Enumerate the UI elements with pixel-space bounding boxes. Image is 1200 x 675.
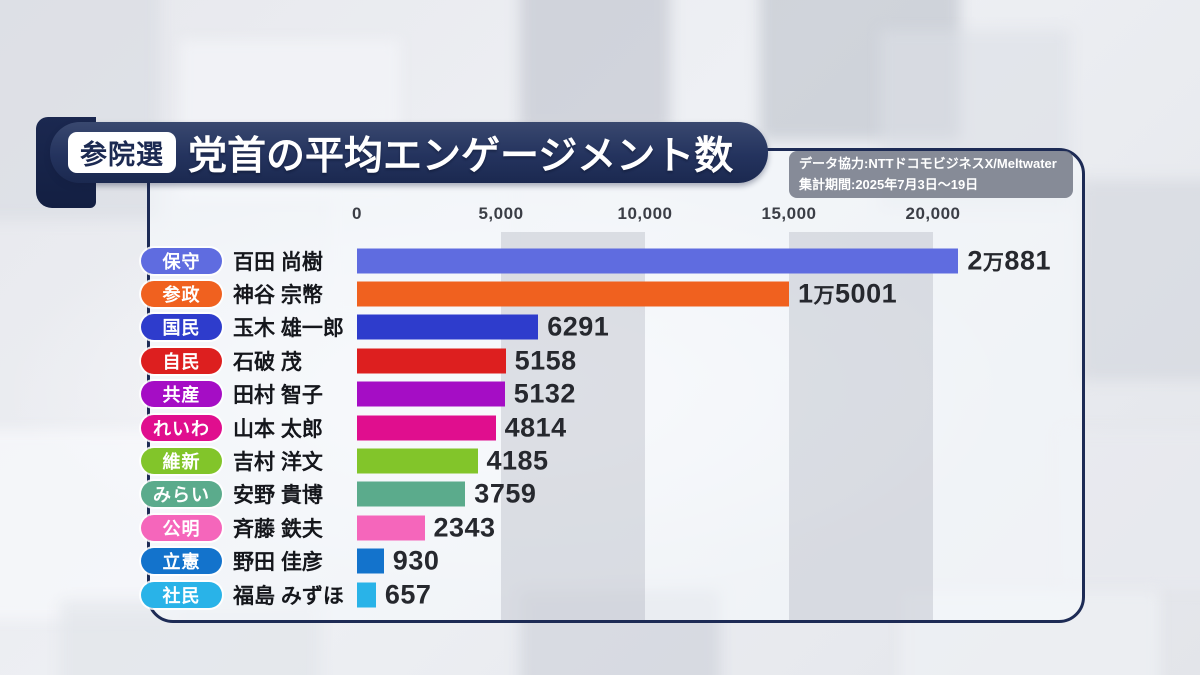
bar-track: 6291: [357, 311, 610, 342]
bar-track: 3759: [357, 478, 537, 509]
leader-name: 福島 みずほ: [233, 584, 344, 608]
bar: [357, 281, 789, 307]
table-row: 社民 福島 みずほ 657: [141, 578, 1091, 611]
bar: [357, 381, 505, 407]
axis-tick-label: 10,000: [617, 204, 673, 223]
leader-name: 玉木 雄一郎: [233, 317, 344, 341]
leader-name: 斉藤 鉄夫: [233, 517, 323, 541]
chart-panel: [147, 148, 1085, 623]
axis-tick-label: 20,000: [905, 204, 961, 223]
bar-value: 4814: [504, 412, 567, 443]
data-credit-box: データ協力:NTTドコモビジネスX/Meltwater 集計期間:2025年7月…: [789, 151, 1073, 198]
party-badge: 参政: [141, 281, 222, 308]
table-row: 自民 石破 茂 5158: [141, 344, 1091, 377]
axis-tick-label: 5,000: [478, 204, 524, 223]
leader-name: 野田 佳彦: [233, 551, 323, 575]
grid-band-15000-20000: [789, 232, 933, 620]
table-row: 共産 田村 智子 5132: [141, 378, 1091, 411]
leader-name: 石破 茂: [233, 350, 302, 374]
bar: [357, 448, 478, 474]
election-badge: 参院選: [68, 132, 176, 173]
bar-value: 5132: [513, 378, 576, 409]
bar-track: 2万881: [357, 245, 1051, 276]
bar-value: 930: [392, 545, 440, 576]
party-badge: みらい: [141, 481, 222, 508]
bar-track: 5132: [357, 378, 576, 409]
leader-name: 百田 尚樹: [233, 250, 323, 274]
bar-track: 1万5001: [357, 278, 898, 309]
bar-value: 6291: [547, 311, 610, 342]
bar-value: 2343: [433, 512, 496, 543]
party-badge: れいわ: [141, 414, 222, 441]
party-badge: 共産: [141, 381, 222, 408]
bar-value: 4185: [486, 445, 549, 476]
party-badge: 社民: [141, 581, 222, 608]
table-row: みらい 安野 貴博 3759: [141, 478, 1091, 511]
bar-value: 1万5001: [798, 278, 898, 309]
table-row: 公明 斉藤 鉄夫 2343: [141, 511, 1091, 544]
data-period-line: 集計期間:2025年7月3日〜19日: [799, 176, 979, 192]
bar-value: 5158: [514, 345, 577, 376]
leader-name: 吉村 洋文: [233, 451, 323, 475]
bar-track: 5158: [357, 345, 577, 376]
page-title: 党首の平均エンゲージメント数: [188, 134, 734, 178]
party-badge: 公明: [141, 514, 222, 541]
data-credit-line: データ協力:NTTドコモビジネスX/Meltwater: [799, 156, 1057, 172]
bar: [357, 481, 466, 507]
party-badge: 保守: [141, 247, 222, 274]
bar-track: 657: [357, 579, 432, 610]
axis-tick-label: 15,000: [761, 204, 817, 223]
bar: [357, 548, 384, 574]
axis-tick-label: 0: [352, 204, 362, 223]
table-row: 維新 吉村 洋文 4185: [141, 444, 1091, 477]
leader-name: 山本 太郎: [233, 417, 323, 441]
party-badge: 立憲: [141, 548, 222, 575]
bar: [357, 515, 425, 541]
party-badge: 維新: [141, 448, 222, 475]
table-row: れいわ 山本 太郎 4814: [141, 411, 1091, 444]
title-bar: 参院選 党首の平均エンゲージメント数: [50, 122, 768, 183]
bar: [357, 314, 539, 340]
bar-value: 3759: [474, 478, 537, 509]
bar: [357, 348, 506, 374]
party-badge: 自民: [141, 347, 222, 374]
bar: [357, 582, 376, 608]
party-badge: 国民: [141, 314, 222, 341]
table-row: 立憲 野田 佳彦 930: [141, 545, 1091, 578]
bar-value: 2万881: [967, 245, 1051, 276]
bar: [357, 248, 959, 274]
bar-track: 2343: [357, 512, 496, 543]
bar-track: 4814: [357, 412, 567, 443]
bar: [357, 415, 496, 441]
leader-name: 神谷 宗幣: [233, 284, 323, 308]
bar-value: 657: [384, 579, 432, 610]
bar-track: 930: [357, 545, 440, 576]
bar-track: 4185: [357, 445, 549, 476]
bar-chart-rows: 保守 百田 尚樹 2万881 参政 神谷 宗幣 1万5001 国民 玉木 雄一郎…: [141, 244, 1091, 611]
leader-name: 田村 智子: [233, 384, 323, 408]
table-row: 参政 神谷 宗幣 1万5001: [141, 277, 1091, 310]
table-row: 国民 玉木 雄一郎 6291: [141, 311, 1091, 344]
leader-name: 安野 貴博: [233, 484, 323, 508]
table-row: 保守 百田 尚樹 2万881: [141, 244, 1091, 277]
